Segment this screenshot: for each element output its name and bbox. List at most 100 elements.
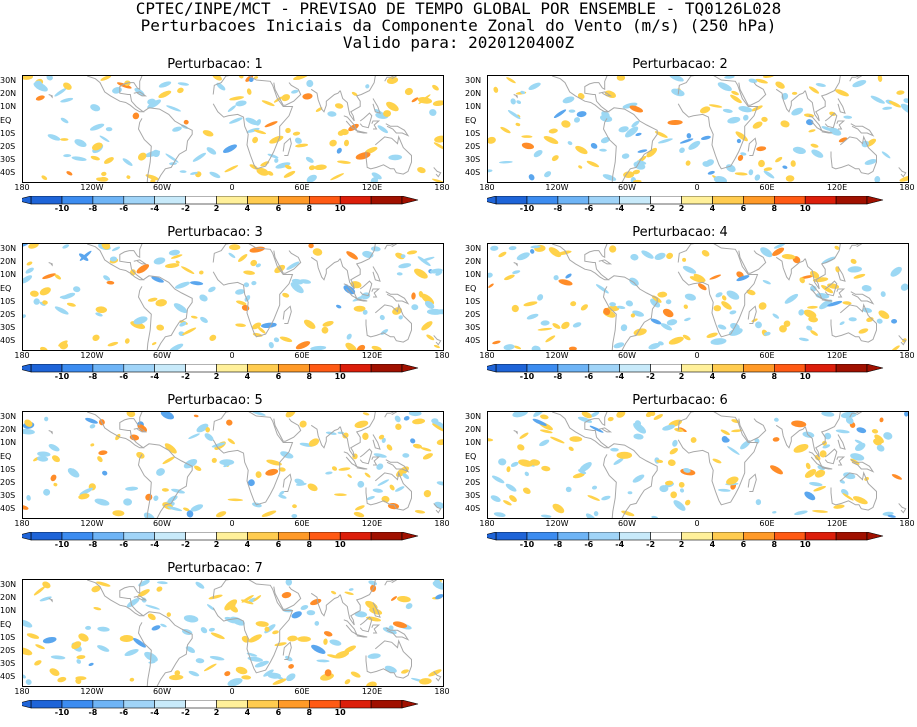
negative-anomaly bbox=[627, 491, 633, 495]
negative-anomaly bbox=[190, 504, 204, 512]
negative-anomaly bbox=[153, 495, 159, 501]
positive-anomaly bbox=[284, 164, 292, 170]
positive-anomaly bbox=[136, 264, 150, 274]
negative-anomaly bbox=[850, 453, 865, 461]
coastline bbox=[820, 297, 833, 302]
positive-anomaly bbox=[30, 290, 39, 297]
lon-label: 60W bbox=[152, 519, 172, 528]
positive-anomaly bbox=[790, 160, 796, 167]
lon-label: 120W bbox=[545, 183, 569, 192]
negative-anomaly bbox=[74, 139, 87, 148]
lat-label: 40S bbox=[465, 336, 481, 346]
negative-anomaly bbox=[882, 511, 894, 516]
colorbar-segment bbox=[92, 196, 125, 205]
colorbar-segment bbox=[370, 196, 403, 205]
negative-anomaly bbox=[190, 281, 204, 286]
positive-anomaly bbox=[835, 89, 849, 97]
lat-label: 30S bbox=[0, 323, 16, 333]
coastline bbox=[602, 275, 658, 350]
negative-anomaly bbox=[748, 169, 754, 176]
coastline bbox=[339, 412, 376, 458]
negative-anomaly bbox=[366, 495, 375, 501]
positive-anomaly bbox=[337, 160, 351, 164]
positive-anomaly bbox=[345, 342, 357, 350]
positive-anomaly bbox=[54, 274, 62, 280]
lat-label: 20S bbox=[0, 310, 16, 319]
negative-anomaly bbox=[337, 431, 345, 435]
positive-anomaly bbox=[517, 444, 525, 451]
coastline bbox=[836, 288, 846, 298]
negative-anomaly bbox=[763, 331, 771, 336]
coastline bbox=[513, 94, 518, 99]
negative-anomaly bbox=[631, 120, 640, 128]
positive-anomaly bbox=[124, 338, 130, 344]
negative-anomaly bbox=[530, 245, 541, 249]
negative-anomaly bbox=[410, 438, 416, 444]
positive-anomaly bbox=[371, 345, 382, 350]
positive-anomaly bbox=[26, 261, 33, 266]
negative-anomaly bbox=[491, 475, 505, 484]
coastline bbox=[371, 456, 381, 466]
colorbar-left-arrow bbox=[22, 364, 32, 373]
positive-anomaly bbox=[156, 586, 163, 592]
positive-anomaly bbox=[821, 284, 834, 294]
negative-anomaly bbox=[285, 655, 293, 662]
negative-anomaly bbox=[682, 265, 697, 274]
coastline bbox=[372, 434, 381, 450]
positive-anomaly bbox=[155, 299, 167, 307]
negative-anomaly bbox=[133, 316, 148, 325]
positive-anomaly bbox=[323, 631, 333, 637]
colorbar-segment bbox=[154, 700, 186, 709]
lat-label: 40S bbox=[0, 672, 16, 682]
positive-anomaly bbox=[41, 175, 48, 181]
negative-anomaly bbox=[291, 611, 302, 619]
positive-anomaly bbox=[362, 432, 369, 440]
positive-anomaly bbox=[95, 306, 107, 314]
colorbar-segment bbox=[308, 196, 341, 205]
positive-anomaly bbox=[386, 76, 399, 85]
positive-anomaly bbox=[274, 642, 287, 647]
positive-anomaly bbox=[762, 76, 775, 78]
colorbar-tick-label: -10 bbox=[54, 204, 70, 213]
negative-anomaly bbox=[798, 337, 809, 342]
negative-anomaly bbox=[722, 108, 733, 113]
colorbar-segment bbox=[557, 196, 590, 205]
positive-anomaly bbox=[66, 302, 76, 307]
positive-anomaly bbox=[411, 292, 416, 300]
positive-anomaly bbox=[236, 300, 247, 306]
positive-anomaly bbox=[175, 260, 180, 264]
positive-anomaly bbox=[248, 634, 262, 643]
lon-label: 60E bbox=[759, 351, 775, 360]
negative-anomaly bbox=[411, 304, 419, 311]
colorbar-right-arrow bbox=[401, 532, 419, 541]
positive-anomaly bbox=[551, 155, 559, 162]
negative-anomaly bbox=[791, 107, 804, 116]
negative-anomaly bbox=[530, 249, 535, 254]
lat-label: 20S bbox=[0, 142, 16, 151]
lon-label: 60E bbox=[759, 183, 775, 192]
coastline bbox=[355, 465, 368, 470]
negative-anomaly bbox=[90, 104, 101, 112]
negative-anomaly bbox=[123, 498, 132, 506]
positive-anomaly bbox=[616, 412, 626, 418]
positive-anomaly bbox=[775, 156, 783, 163]
positive-anomaly bbox=[433, 344, 440, 349]
lon-label: 180 bbox=[14, 687, 30, 696]
negative-anomaly bbox=[589, 425, 604, 433]
positive-anomaly bbox=[548, 128, 558, 134]
negative-anomaly bbox=[172, 126, 182, 132]
positive-anomaly bbox=[819, 450, 827, 458]
positive-anomaly bbox=[119, 634, 134, 643]
negative-anomaly bbox=[429, 109, 437, 116]
negative-anomaly bbox=[537, 294, 544, 301]
positive-anomaly bbox=[779, 325, 787, 333]
positive-anomaly bbox=[283, 170, 296, 178]
coastline bbox=[837, 266, 846, 282]
coastline bbox=[48, 94, 53, 99]
colorbar-right-arrow bbox=[401, 700, 419, 709]
colorbar-segment bbox=[278, 532, 310, 541]
colorbar-tick-label: -8 bbox=[553, 540, 563, 549]
negative-anomaly bbox=[147, 98, 156, 105]
colorbar-tick-label: 10 bbox=[799, 204, 811, 213]
coastline bbox=[385, 291, 410, 305]
